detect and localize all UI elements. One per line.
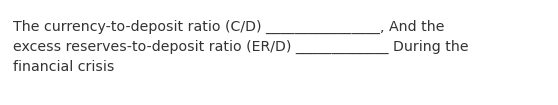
Text: financial crisis: financial crisis xyxy=(13,60,114,74)
Text: The currency-to-deposit ratio (C/D) ________________, And the: The currency-to-deposit ratio (C/D) ____… xyxy=(13,20,445,34)
Text: excess reserves-to-deposit ratio (ER/D) _____________ During the: excess reserves-to-deposit ratio (ER/D) … xyxy=(13,40,469,54)
